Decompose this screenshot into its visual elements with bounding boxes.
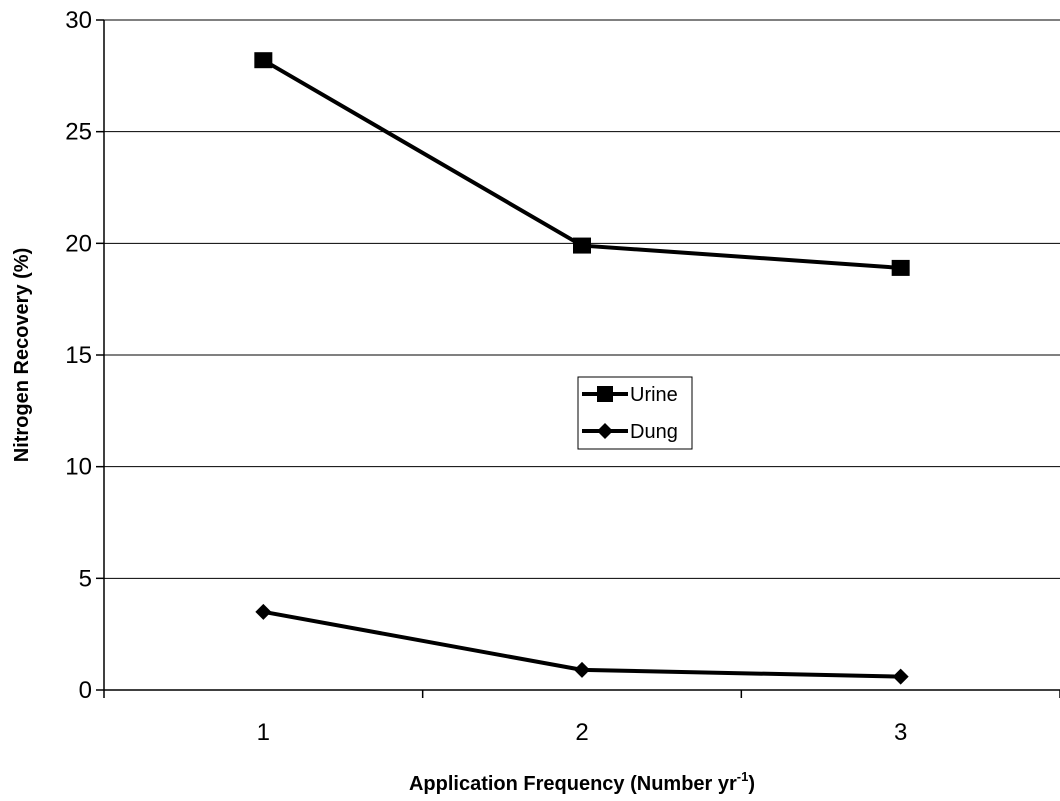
y-tick-label-5: 5: [79, 565, 92, 592]
x-ticks: 1 2 3: [103, 690, 1060, 746]
point-urine-3: [891, 259, 910, 276]
x-tick-label-1: 1: [257, 719, 270, 746]
point-dung-2: [574, 661, 590, 678]
x-axis-title: Application Frequency (Number yr-1): [409, 769, 755, 795]
y-tick-label-15: 15: [65, 342, 92, 369]
series-urine: [254, 52, 910, 276]
legend-marker-urine: [597, 386, 613, 402]
gridlines: [104, 19, 1060, 579]
point-urine-1: [254, 52, 273, 69]
y-tick-label-25: 25: [65, 119, 92, 146]
series-group: [254, 52, 910, 685]
y-ticks: 0 5 10 15 20 25 30: [65, 7, 104, 704]
series-dung: [255, 603, 909, 685]
y-tick-label-10: 10: [65, 454, 92, 481]
legend-marker-dung: [597, 423, 613, 439]
x-tick-label-3: 3: [894, 719, 907, 746]
point-dung-1: [255, 603, 272, 620]
x-axis-title-end: ): [748, 773, 755, 795]
y-axis-title: Nitrogen Recovery (%): [11, 248, 33, 463]
legend-label-urine: Urine: [630, 384, 678, 406]
y-tick-label-30: 30: [65, 7, 92, 34]
legend-box: [577, 376, 693, 450]
y-tick-label-0: 0: [79, 677, 92, 704]
legend: Urine Dung: [577, 376, 693, 450]
legend-label-dung: Dung: [630, 421, 678, 443]
series-line-urine: [262, 58, 901, 270]
y-tick-label-20: 20: [65, 230, 92, 257]
point-dung-3: [892, 668, 909, 685]
legend-item-dung: Dung: [582, 421, 678, 443]
x-axis-title-main: Application Frequency (Number yr: [409, 773, 737, 795]
x-axis-title-superscript: -1: [737, 769, 749, 784]
x-tick-label-2: 2: [575, 719, 588, 746]
point-urine-2: [573, 237, 591, 254]
legend-item-urine: Urine: [582, 384, 678, 406]
